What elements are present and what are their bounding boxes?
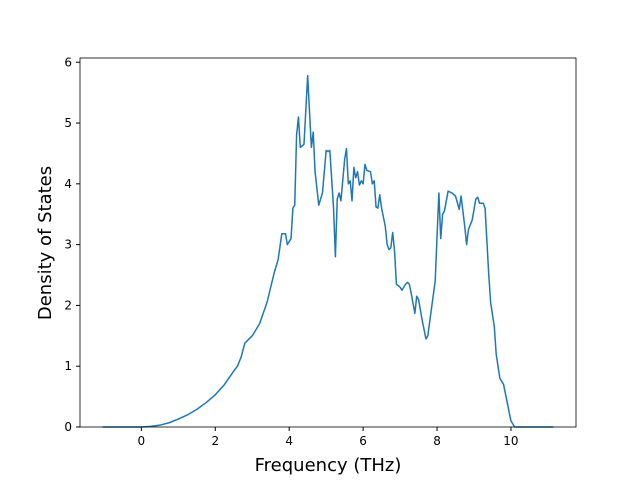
x-tick-label: 2 [211,434,219,448]
x-tick-label: 0 [138,434,146,448]
x-tick-label: 6 [359,434,367,448]
y-tick-label: 4 [64,177,72,191]
y-tick-label: 5 [64,116,72,130]
x-tick-label: 8 [433,434,441,448]
y-tick-label: 6 [64,55,72,69]
y-tick-label: 0 [64,420,72,434]
y-tick-label: 1 [64,359,72,373]
y-tick-label: 2 [64,298,72,312]
data-line [102,74,554,428]
x-tick-label: 10 [503,434,518,448]
y-axis-label: Density of States [35,166,56,320]
x-tick-label: 4 [285,434,293,448]
plot-frame [79,57,577,428]
y-tick-label: 3 [64,238,72,252]
x-axis-label: Frequency (THz) [255,455,402,476]
